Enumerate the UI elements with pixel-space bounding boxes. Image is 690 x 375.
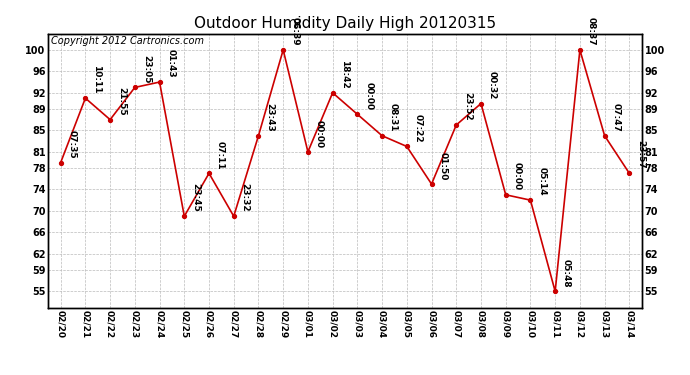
Text: 23:45: 23:45 <box>191 183 200 212</box>
Text: 00:00: 00:00 <box>315 120 324 148</box>
Text: 08:31: 08:31 <box>389 103 398 132</box>
Text: 23:32: 23:32 <box>241 183 250 212</box>
Text: 05:14: 05:14 <box>538 167 546 196</box>
Text: 00:32: 00:32 <box>488 71 497 99</box>
Text: 07:11: 07:11 <box>216 141 225 169</box>
Text: 08:37: 08:37 <box>586 17 596 46</box>
Text: Copyright 2012 Cartronics.com: Copyright 2012 Cartronics.com <box>51 36 204 46</box>
Text: 18:42: 18:42 <box>339 60 348 88</box>
Text: 23:57: 23:57 <box>636 140 645 169</box>
Text: 01:50: 01:50 <box>438 152 448 180</box>
Text: 05:48: 05:48 <box>562 259 571 287</box>
Text: 01:43: 01:43 <box>166 49 175 78</box>
Text: 23:43: 23:43 <box>266 103 275 132</box>
Text: 00:00: 00:00 <box>364 82 373 110</box>
Text: 07:47: 07:47 <box>611 103 620 132</box>
Text: 23:05: 23:05 <box>141 55 151 83</box>
Text: 06:39: 06:39 <box>290 17 299 46</box>
Text: 23:52: 23:52 <box>463 92 472 121</box>
Text: 10:11: 10:11 <box>92 66 101 94</box>
Text: 07:35: 07:35 <box>68 130 77 158</box>
Text: 21:55: 21:55 <box>117 87 126 116</box>
Title: Outdoor Humidity Daily High 20120315: Outdoor Humidity Daily High 20120315 <box>194 16 496 31</box>
Text: 00:00: 00:00 <box>513 162 522 190</box>
Text: 07:22: 07:22 <box>414 114 423 142</box>
